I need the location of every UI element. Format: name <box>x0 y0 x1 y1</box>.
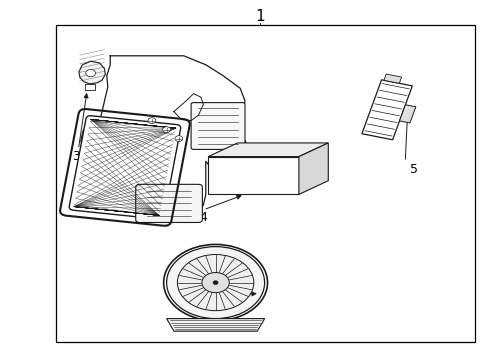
FancyBboxPatch shape <box>191 103 245 149</box>
Text: 4: 4 <box>199 211 207 224</box>
FancyBboxPatch shape <box>69 116 181 219</box>
Polygon shape <box>208 143 328 157</box>
Circle shape <box>177 255 254 311</box>
Circle shape <box>86 69 96 77</box>
Polygon shape <box>299 143 328 194</box>
Circle shape <box>163 127 171 132</box>
Bar <box>208 157 299 194</box>
Bar <box>399 105 416 123</box>
Text: 3: 3 <box>72 150 80 163</box>
FancyBboxPatch shape <box>136 184 202 222</box>
Circle shape <box>213 281 218 284</box>
Circle shape <box>202 273 229 293</box>
Circle shape <box>167 247 265 319</box>
Polygon shape <box>167 319 265 331</box>
Circle shape <box>148 118 156 123</box>
Bar <box>384 74 402 83</box>
Text: 1: 1 <box>255 9 265 24</box>
Bar <box>362 80 412 140</box>
Text: 5: 5 <box>410 163 418 176</box>
Bar <box>56 25 475 342</box>
Polygon shape <box>79 61 105 84</box>
Text: 2: 2 <box>199 298 207 311</box>
Circle shape <box>175 136 183 141</box>
